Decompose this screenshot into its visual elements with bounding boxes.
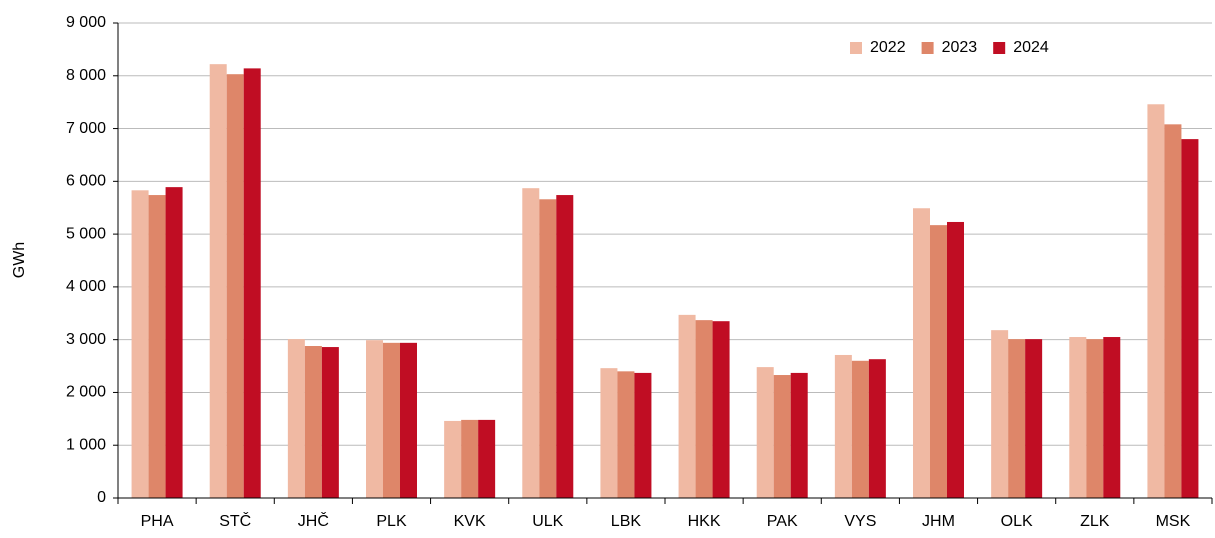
y-tick-label: 6 000 <box>66 173 106 190</box>
bar <box>400 342 417 498</box>
y-axis-label: GWh <box>11 242 28 278</box>
bar <box>148 195 166 499</box>
x-tick-label: STČ <box>219 511 251 530</box>
y-tick-label: 3 000 <box>66 331 106 348</box>
x-tick-label: JHM <box>922 513 955 530</box>
bar <box>1164 124 1182 498</box>
bar <box>304 346 322 498</box>
x-tick-label: PLK <box>376 513 407 530</box>
bar <box>773 375 791 498</box>
bar <box>1181 139 1199 498</box>
bar <box>1008 339 1026 498</box>
x-tick-label: PHA <box>141 513 174 530</box>
bar <box>522 188 540 498</box>
bar <box>461 419 479 498</box>
x-tick-label: KVK <box>454 513 486 530</box>
bar <box>634 372 652 498</box>
bar <box>712 321 730 498</box>
bar <box>678 314 696 498</box>
bar <box>851 360 869 498</box>
bar <box>913 208 930 498</box>
bar <box>226 74 244 498</box>
bar <box>600 368 618 498</box>
legend-label: 2023 <box>942 39 978 56</box>
bar <box>1147 104 1165 499</box>
x-tick-label: MSK <box>1156 513 1191 530</box>
legend-swatch <box>993 42 1006 54</box>
bar <box>1025 339 1043 498</box>
legend-label: 2022 <box>870 39 906 56</box>
bar <box>243 68 261 498</box>
bar <box>556 195 574 499</box>
bar <box>930 225 947 498</box>
bar <box>539 199 557 498</box>
y-tick-label: 0 <box>97 489 106 506</box>
bar <box>1086 339 1104 498</box>
x-tick-label: HKK <box>688 513 721 530</box>
y-tick-label: 4 000 <box>66 278 106 295</box>
y-tick-label: 8 000 <box>66 67 106 84</box>
y-tick-label: 2 000 <box>66 384 106 401</box>
x-tick-label: OLK <box>1001 513 1033 530</box>
bar <box>991 330 1009 498</box>
bar <box>287 339 305 498</box>
x-tick-label: VYS <box>844 513 876 530</box>
y-tick-label: 5 000 <box>66 225 106 242</box>
bar <box>444 420 462 498</box>
x-tick-label: ZLK <box>1080 513 1110 530</box>
bar <box>131 190 149 499</box>
y-tick-label: 1 000 <box>66 436 106 453</box>
bar <box>165 187 183 498</box>
bar <box>695 320 713 498</box>
legend-label: 2024 <box>1013 39 1049 56</box>
x-tick-label: JHČ <box>298 511 329 530</box>
legend-swatch <box>921 42 934 54</box>
bar <box>790 372 808 498</box>
x-tick-label: PAK <box>767 513 798 530</box>
bar <box>617 371 635 498</box>
bar <box>834 354 852 498</box>
legend-swatch <box>850 42 862 54</box>
bar <box>1069 337 1087 498</box>
y-tick-label: 9 000 <box>66 14 106 31</box>
bar <box>321 347 339 498</box>
bar <box>478 419 496 498</box>
x-tick-label: ULK <box>532 513 563 530</box>
bar <box>366 340 383 498</box>
bar <box>209 64 227 499</box>
bar <box>868 359 886 498</box>
x-tick-label: LBK <box>611 513 642 530</box>
bar <box>1103 337 1121 498</box>
bar <box>383 342 400 498</box>
bar <box>756 367 774 498</box>
y-tick-label: 7 000 <box>66 120 106 137</box>
bar <box>947 221 964 498</box>
